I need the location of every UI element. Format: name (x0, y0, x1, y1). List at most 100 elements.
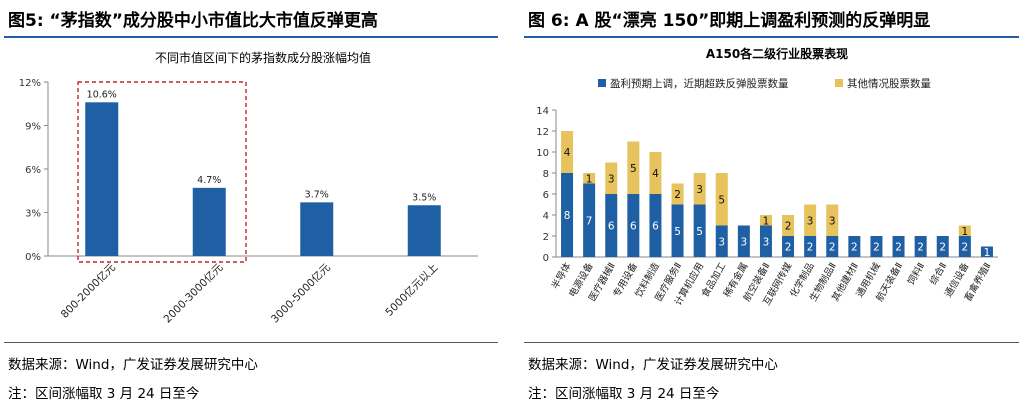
chart1-value-label: 3.5% (412, 192, 436, 203)
chart2-bar-segment (958, 225, 971, 236)
chart2-bar-segment (605, 194, 618, 257)
chart2-segment-label: 1 (984, 247, 991, 259)
chart2-bar-segment (693, 204, 706, 257)
chart2-bar-segment (583, 183, 596, 257)
chart2-segment-label: 5 (718, 194, 725, 206)
chart2-legend-swatch (835, 79, 843, 87)
chart2-bar-segment (804, 204, 817, 236)
chart2-segment-label: 4 (652, 168, 659, 180)
chart2-segment-label: 2 (895, 242, 902, 254)
chart2-segment-label: 5 (630, 163, 637, 175)
chart2-ytick-label: 2 (543, 232, 549, 243)
chart2-segment-label: 5 (696, 226, 703, 238)
chart2-bar-segment (936, 236, 949, 257)
chart1-category-label: 800-2000亿元 (58, 261, 118, 321)
chart2-bar-segment (737, 225, 750, 257)
chart2-legend-swatch (598, 79, 606, 87)
chart2-bar-segment (759, 215, 772, 226)
chart1-value-label: 4.7% (197, 175, 221, 186)
chart2-segment-label: 3 (763, 236, 770, 248)
chart1-ytick-label: 6% (25, 165, 41, 176)
chart2-bar-segment (671, 183, 684, 205)
chart2-segment-label: 7 (586, 215, 593, 227)
chart2-segment-label: 2 (785, 242, 792, 254)
chart2-category-label: 饲料Ⅱ (905, 261, 927, 288)
chart2-bar-segment (627, 141, 640, 194)
chart2-bar-segment (715, 173, 728, 226)
chart2-segment-label: 1 (586, 173, 593, 185)
chart2-bar-segment (649, 194, 662, 257)
chart2-ytick-label: 10 (536, 148, 549, 159)
chart2-bar-segment (892, 236, 905, 257)
chart2-title: A150各二级行业股票表现 (706, 46, 848, 61)
chart2-bar-segment (715, 225, 728, 257)
left-footer-rule (4, 342, 498, 343)
chart2-segment-label: 8 (564, 210, 571, 222)
chart2-segment-label: 1 (962, 226, 969, 238)
left-source-text: 数据来源：Wind，广发证券发展研究中心 (8, 357, 258, 373)
chart2-segment-label: 1 (763, 215, 770, 227)
right-figure-panel: 图 6: A 股“漂亮 150”即期上调盈利预测的反弹明显 A150各二级行业股… (520, 0, 1023, 407)
chart1-value-label: 10.6% (87, 89, 117, 100)
chart2-bar-segment (759, 225, 772, 257)
chart2-bar-segment (561, 173, 574, 257)
chart1-category-label: 3000-5000亿元 (268, 261, 333, 326)
chart2-segment-label: 4 (564, 147, 571, 159)
chart1-ytick-label: 0% (25, 252, 41, 263)
chart2-bar-segment (870, 236, 883, 257)
chart1-highlight-box (77, 81, 247, 263)
chart1-bar (192, 187, 226, 256)
chart2-segment-label: 2 (807, 242, 814, 254)
chart1-bar (85, 102, 119, 256)
chart2-segment-label: 2 (785, 221, 792, 233)
chart2-ytick-label: 4 (543, 211, 549, 222)
chart2-segment-label: 3 (608, 173, 615, 185)
right-note-text: 注：区间涨幅取 3 月 24 日至今 (528, 386, 720, 402)
chart2-legend-label: 其他情况股票数量 (847, 77, 931, 90)
chart2-segment-label: 3 (741, 236, 748, 248)
left-figure-panel: 图5: “茅指数”成分股中小市值比大市值反弹更高 不同市值区间下的茅指数成分股涨… (0, 0, 502, 407)
chart2-segment-label: 2 (674, 189, 681, 201)
chart2-segment-label: 3 (807, 215, 814, 227)
chart2-bar-segment (914, 236, 927, 257)
left-bar-chart: 不同市值区间下的茅指数成分股涨幅均值 0% 3% 6% 9% 12% 10.6% 800-20… (19, 50, 478, 326)
left-figure-title: 图5: “茅指数”成分股中小市值比大市值反弹更高 (8, 11, 378, 31)
chart1-bar (407, 205, 441, 256)
chart1-ytick-label: 3% (25, 209, 41, 220)
chart2-ytick-label: 8 (543, 169, 549, 180)
chart1-ytick-label: 9% (25, 122, 41, 133)
chart2-category-label: 综合Ⅱ (927, 261, 949, 288)
chart2-bar-segment (693, 173, 706, 205)
chart2-bar-segment (980, 246, 993, 257)
chart2-bar-segment (826, 204, 839, 236)
chart2-bar-segment (782, 215, 795, 236)
chart2-bar-segment (848, 236, 861, 257)
right-footer-rule (524, 342, 1019, 343)
chart1-ytick-label: 12% (19, 78, 41, 89)
right-figure-title: 图 6: A 股“漂亮 150”即期上调盈利预测的反弹明显 (528, 11, 931, 31)
chart2-segment-label: 2 (939, 242, 946, 254)
chart2-segment-label: 3 (718, 236, 725, 248)
right-title-rule (524, 36, 1019, 38)
chart2-segment-label: 2 (829, 242, 836, 254)
chart2-ytick-label: 14 (536, 106, 549, 117)
chart2-bar-segment (627, 194, 640, 257)
right-source-text: 数据来源：Wind，广发证券发展研究中心 (528, 357, 778, 373)
chart1-value-label: 3.7% (305, 189, 329, 200)
chart2-bar-segment (671, 204, 684, 257)
chart2-legend-label: 盈利预期上调，近期超跌反弹股票数量 (610, 77, 789, 90)
chart2-segment-label: 2 (851, 242, 858, 254)
left-note-text: 注：区间涨幅取 3 月 24 日至今 (8, 386, 200, 402)
chart2-bar-segment (804, 236, 817, 257)
chart2-bar-segment (782, 236, 795, 257)
chart2-ytick-label: 6 (543, 190, 549, 201)
chart2-bar-segment (958, 236, 971, 257)
chart2-segment-label: 6 (630, 221, 637, 233)
chart2-bar-segment (583, 173, 596, 184)
chart2-segment-label: 6 (608, 221, 615, 233)
chart2-segment-label: 2 (917, 242, 924, 254)
chart2-bar-segment (826, 236, 839, 257)
chart1-category-label: 2000-3000亿元 (161, 261, 226, 326)
chart2-ytick-label: 12 (536, 127, 549, 138)
